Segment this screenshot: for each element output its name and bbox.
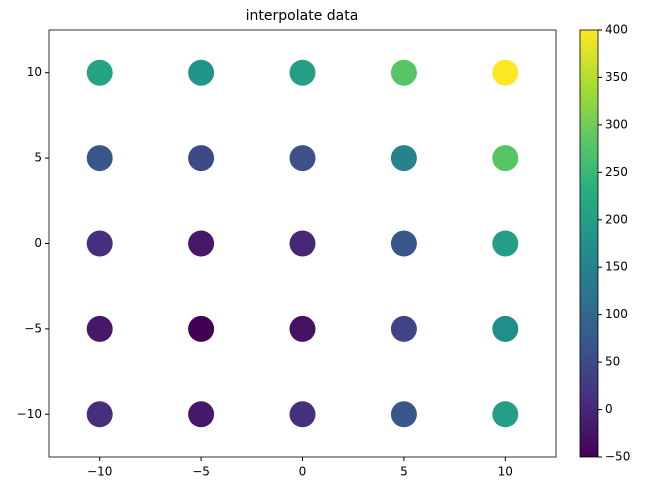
colorbar-tick-label: 300: [605, 117, 628, 131]
point: [86, 59, 113, 86]
y-tick-label: 10: [27, 65, 42, 79]
point: [289, 59, 316, 86]
colorbar-tick-label: 100: [605, 307, 628, 321]
point: [390, 315, 417, 342]
point: [492, 145, 519, 172]
colorbar-tick-label: 350: [605, 70, 628, 84]
point: [188, 59, 215, 86]
colorbar: [579, 29, 599, 458]
point: [289, 401, 316, 428]
point: [86, 315, 113, 342]
point: [390, 145, 417, 172]
x-tick-label: −10: [87, 465, 112, 479]
y-tick-label: −5: [24, 321, 42, 335]
chart-title: interpolate data: [246, 8, 359, 24]
point: [492, 59, 519, 86]
point: [289, 315, 316, 342]
x-tick-label: 5: [400, 465, 408, 479]
colorbar-tick-label: 150: [605, 260, 628, 274]
point: [492, 401, 519, 428]
x-tick-label: 10: [498, 465, 513, 479]
point: [188, 230, 215, 257]
x-tick-label: 0: [299, 465, 307, 479]
point: [289, 145, 316, 172]
point: [390, 59, 417, 86]
colorbar-tick-label: 200: [605, 212, 628, 226]
colorbar-tick-label: 250: [605, 165, 628, 179]
point: [188, 401, 215, 428]
point: [390, 401, 417, 428]
point: [188, 315, 215, 342]
point: [390, 230, 417, 257]
point: [86, 401, 113, 428]
point: [86, 230, 113, 257]
colorbar-tick-label: 50: [605, 355, 620, 369]
y-tick-label: −10: [17, 407, 42, 421]
y-tick-label: 0: [34, 236, 42, 250]
point: [188, 145, 215, 172]
colorbar-tick-label: 400: [605, 23, 628, 37]
point: [492, 315, 519, 342]
colorbar-tick-label: −50: [605, 450, 630, 464]
point: [492, 230, 519, 257]
point: [86, 145, 113, 172]
point: [289, 230, 316, 257]
y-tick-label: 5: [34, 151, 42, 165]
colorbar-tick-label: 0: [605, 402, 613, 416]
x-tick-label: −5: [192, 465, 210, 479]
